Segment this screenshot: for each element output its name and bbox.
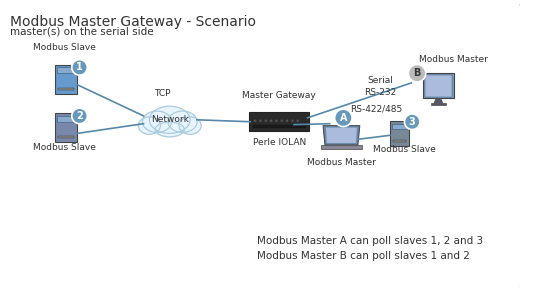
Text: Modbus Master: Modbus Master xyxy=(307,158,376,167)
Circle shape xyxy=(72,108,87,124)
Circle shape xyxy=(270,119,272,122)
FancyBboxPatch shape xyxy=(253,125,306,127)
FancyBboxPatch shape xyxy=(57,68,75,73)
FancyBboxPatch shape xyxy=(55,65,77,94)
Circle shape xyxy=(296,119,299,122)
FancyBboxPatch shape xyxy=(425,75,452,97)
Circle shape xyxy=(254,119,256,122)
Text: Modbus Master A can poll slaves 1, 2 and 3
Modbus Master B can poll slaves 1 and: Modbus Master A can poll slaves 1, 2 and… xyxy=(257,236,483,261)
Text: Modbus Slave: Modbus Slave xyxy=(33,143,95,152)
Ellipse shape xyxy=(179,117,201,134)
FancyBboxPatch shape xyxy=(249,112,309,132)
Text: A: A xyxy=(340,113,347,123)
Circle shape xyxy=(291,119,294,122)
Circle shape xyxy=(280,119,283,122)
Text: Modbus Master Gateway - Scenario: Modbus Master Gateway - Scenario xyxy=(10,15,256,29)
Text: Master Gateway: Master Gateway xyxy=(242,91,316,100)
Text: RS-422/485: RS-422/485 xyxy=(350,105,403,114)
Text: Perle IOLAN: Perle IOLAN xyxy=(252,138,306,147)
Text: Modbus Master: Modbus Master xyxy=(420,54,488,63)
Text: Serial: Serial xyxy=(367,76,393,85)
Ellipse shape xyxy=(168,111,197,132)
Ellipse shape xyxy=(155,122,184,137)
FancyBboxPatch shape xyxy=(392,124,407,129)
Text: RS-232: RS-232 xyxy=(364,88,396,97)
Ellipse shape xyxy=(143,111,172,132)
FancyBboxPatch shape xyxy=(0,2,521,290)
Polygon shape xyxy=(323,126,360,145)
FancyBboxPatch shape xyxy=(423,73,454,98)
Text: master(s) on the serial side: master(s) on the serial side xyxy=(10,27,153,37)
Text: 1: 1 xyxy=(76,63,83,72)
FancyBboxPatch shape xyxy=(58,88,74,90)
Circle shape xyxy=(408,65,426,82)
Circle shape xyxy=(405,114,420,129)
Text: Modbus Slave: Modbus Slave xyxy=(33,43,95,52)
Circle shape xyxy=(259,119,262,122)
FancyBboxPatch shape xyxy=(393,140,406,142)
Text: TCP: TCP xyxy=(154,89,170,98)
FancyBboxPatch shape xyxy=(430,103,446,105)
FancyBboxPatch shape xyxy=(390,121,410,146)
Circle shape xyxy=(264,119,267,122)
Polygon shape xyxy=(326,127,357,143)
FancyBboxPatch shape xyxy=(58,136,74,138)
Polygon shape xyxy=(434,98,443,103)
FancyBboxPatch shape xyxy=(57,116,75,122)
Text: Modbus Slave: Modbus Slave xyxy=(373,145,436,154)
FancyBboxPatch shape xyxy=(55,113,77,142)
Text: B: B xyxy=(413,68,421,78)
Ellipse shape xyxy=(138,117,160,134)
Circle shape xyxy=(72,60,87,75)
Text: 2: 2 xyxy=(76,111,83,121)
FancyBboxPatch shape xyxy=(321,145,362,149)
Text: Network: Network xyxy=(151,115,189,124)
Circle shape xyxy=(334,109,352,127)
Circle shape xyxy=(286,119,288,122)
Ellipse shape xyxy=(150,106,190,133)
Circle shape xyxy=(275,119,278,122)
Text: 3: 3 xyxy=(409,117,415,127)
